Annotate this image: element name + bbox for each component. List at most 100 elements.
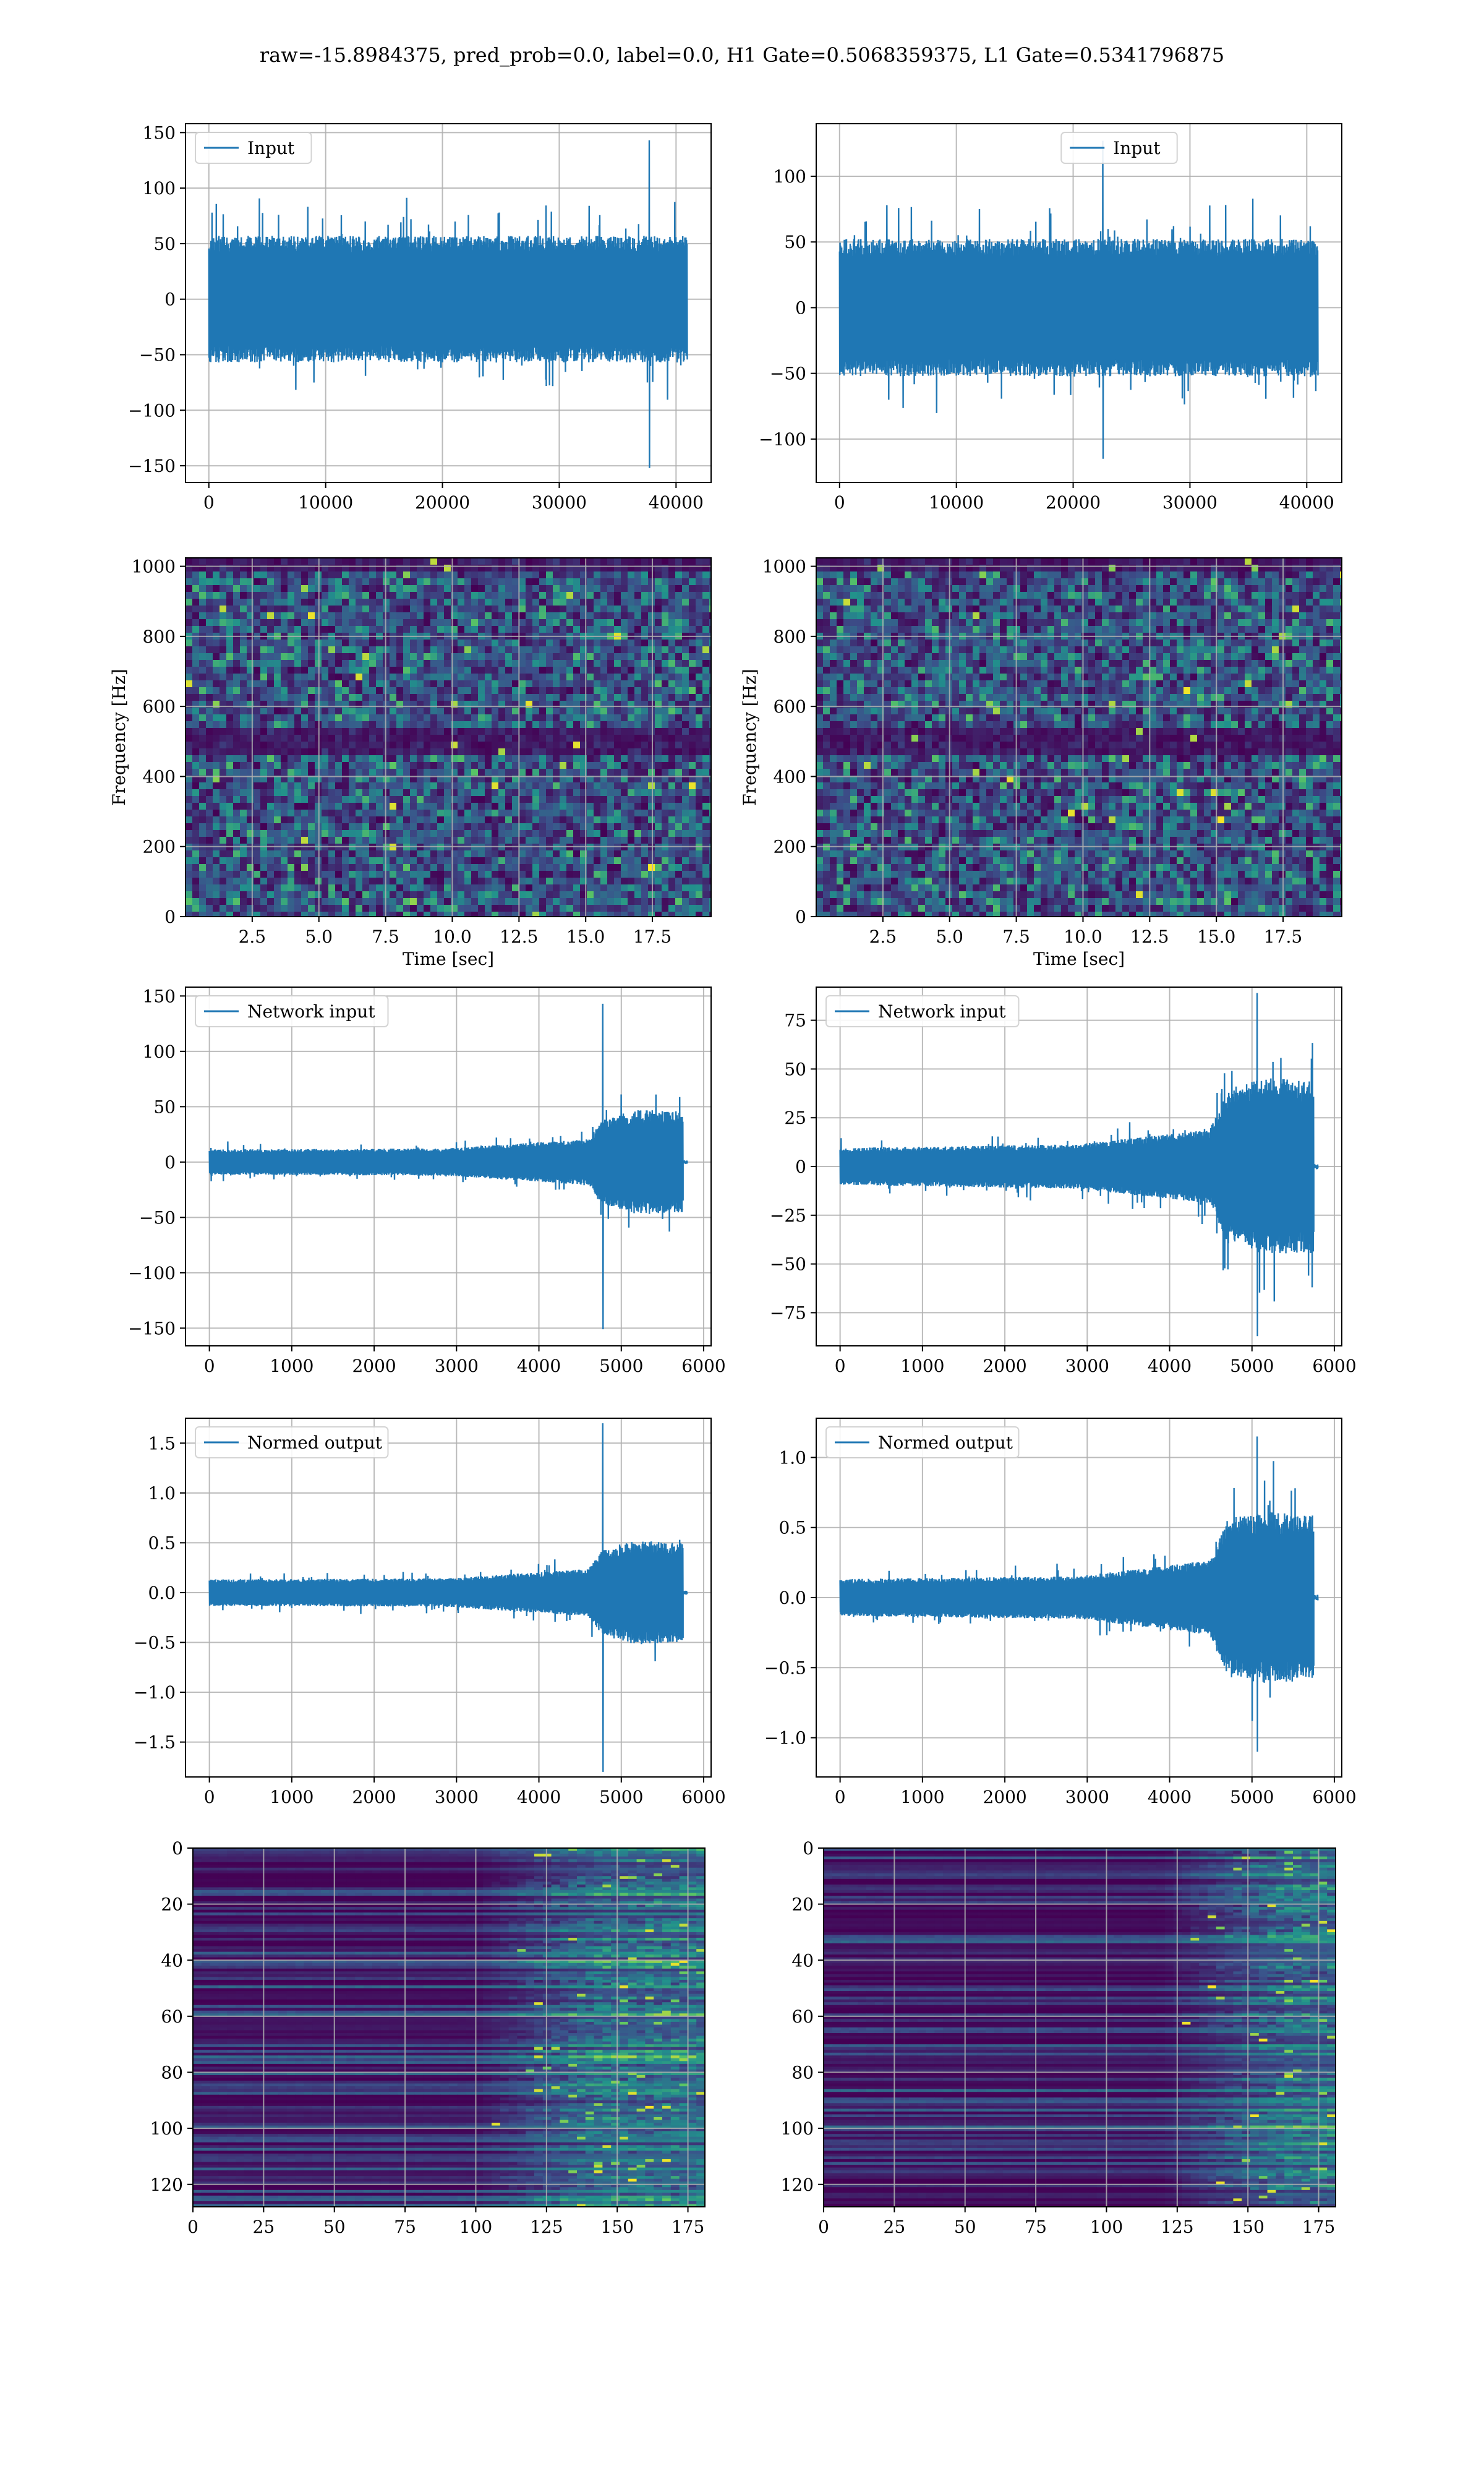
heatmap-cell <box>417 599 424 606</box>
heatmap-cell <box>696 844 703 851</box>
heatmap-cell <box>274 864 281 871</box>
heatmap-cell <box>526 660 533 667</box>
y-tick-label: 150 <box>143 122 176 143</box>
heatmap-cell <box>464 742 472 749</box>
heatmap-cell <box>430 599 438 606</box>
heatmap-cell <box>668 803 676 810</box>
heatmap-cell <box>424 585 431 593</box>
heatmap-cell <box>247 837 254 844</box>
heatmap-cell <box>199 735 207 742</box>
heatmap-cell <box>233 708 241 715</box>
heatmap-cell <box>1258 592 1266 599</box>
heatmap-cell <box>213 857 220 865</box>
heatmap-cell <box>1306 558 1313 565</box>
heatmap-cell <box>240 674 247 681</box>
heatmap-cell <box>485 762 492 769</box>
heatmap-cell <box>458 782 465 790</box>
heatmap-cell <box>607 803 615 810</box>
legend-box <box>195 132 312 164</box>
heatmap-cell <box>192 871 200 878</box>
heatmap-cell <box>471 776 479 783</box>
heatmap-cell <box>403 762 411 769</box>
heatmap-cell <box>301 612 309 620</box>
heatmap-cell <box>206 728 213 735</box>
heatmap-cell <box>709 694 711 701</box>
heatmap-cell <box>471 728 479 735</box>
heatmap-cell <box>254 558 261 565</box>
heatmap-cell <box>301 803 309 810</box>
heatmap-cell <box>1122 599 1130 606</box>
heatmap-cell <box>294 735 302 742</box>
heatmap-cell <box>274 844 281 851</box>
heatmap-cell <box>274 674 281 681</box>
heatmap-cell <box>539 782 547 790</box>
heatmap-cell <box>939 565 946 572</box>
heatmap-cell <box>403 592 411 599</box>
heatmap-cell <box>403 850 411 858</box>
series-line <box>208 140 688 468</box>
heatmap-cell <box>294 884 302 892</box>
heatmap-cell <box>891 606 898 613</box>
heatmap-cell <box>1217 565 1225 572</box>
heatmap-cell <box>206 694 213 701</box>
heatmap-cell <box>199 776 207 783</box>
heatmap-cell <box>206 571 213 579</box>
heatmap-cell <box>607 864 615 871</box>
heatmap-cell <box>342 776 349 783</box>
heatmap-cell <box>850 599 858 606</box>
legend-box <box>1060 132 1178 164</box>
heatmap-cell <box>288 565 295 572</box>
heatmap-cell <box>973 592 980 599</box>
heatmap-cell <box>233 844 241 851</box>
heatmap-cell <box>621 585 628 593</box>
heatmap-cell <box>247 803 254 810</box>
heatmap-cell <box>952 619 960 627</box>
heatmap-cell <box>478 687 485 695</box>
heatmap-cell <box>1075 606 1082 613</box>
heatmap-cell <box>709 646 711 654</box>
heatmap-cell <box>709 721 711 729</box>
heatmap-cell <box>607 878 615 885</box>
heatmap-cell <box>1047 571 1055 579</box>
heatmap-cell <box>682 905 689 912</box>
heatmap-cell <box>254 640 261 647</box>
heatmap-cell <box>396 776 404 783</box>
heatmap-cell <box>383 565 390 572</box>
heatmap-cell <box>349 626 356 633</box>
heatmap-cell <box>424 667 431 674</box>
heatmap-cell <box>662 878 669 885</box>
heatmap-cell <box>573 640 581 647</box>
heatmap-cell <box>206 735 213 742</box>
heatmap-cell <box>464 864 472 871</box>
heatmap-cell <box>417 884 424 892</box>
heatmap-cell <box>519 803 526 810</box>
heatmap-cell <box>376 769 383 776</box>
heatmap-cell <box>1156 592 1164 599</box>
heatmap-cell <box>369 864 377 871</box>
heatmap-cell <box>492 735 499 742</box>
heatmap-cell <box>634 803 642 810</box>
heatmap-cell <box>546 558 553 565</box>
heatmap-cell <box>1041 565 1048 572</box>
heatmap-cell <box>335 803 343 810</box>
x-tick-label: 40000 <box>1279 492 1334 513</box>
y-tick-label: 1000 <box>132 557 176 577</box>
heatmap-cell <box>1068 599 1075 606</box>
heatmap-cell <box>301 701 309 708</box>
heatmap-cell <box>526 755 533 763</box>
heatmap-cell <box>430 565 438 572</box>
heatmap-cell <box>498 674 506 681</box>
heatmap-cell <box>1088 612 1096 620</box>
heatmap-cell <box>573 844 581 851</box>
heatmap-cell <box>342 912 349 917</box>
heatmap-cell <box>396 714 404 722</box>
heatmap-cell <box>702 850 710 858</box>
heatmap-cell <box>226 769 234 776</box>
heatmap-cell <box>417 667 424 674</box>
heatmap-cell <box>444 735 451 742</box>
heatmap-cell <box>356 701 363 708</box>
heatmap-cell <box>281 891 288 899</box>
heatmap-cell <box>437 660 445 667</box>
heatmap-cell <box>233 701 241 708</box>
